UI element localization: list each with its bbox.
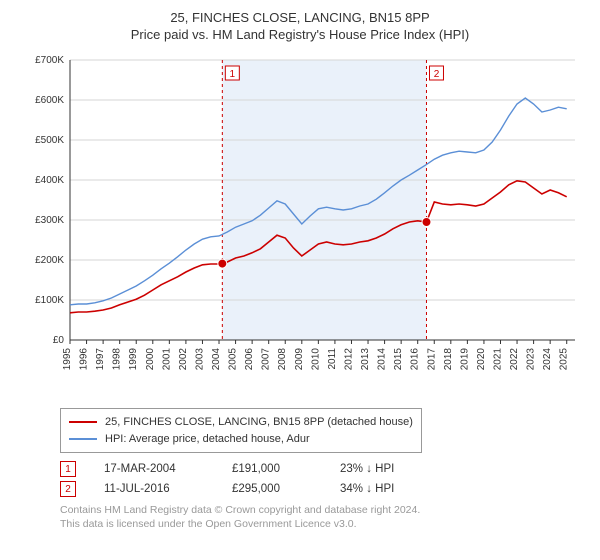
svg-text:2001: 2001 <box>161 348 172 371</box>
chart-area: £0 £100K £200K £300K £400K £500K £600K £700K 199… <box>20 50 580 400</box>
svg-text:2018: 2018 <box>443 348 454 371</box>
svg-text:2000: 2000 <box>145 348 156 371</box>
svg-text:2024: 2024 <box>542 348 553 371</box>
legend-swatch <box>69 438 97 440</box>
sales-row: 1 17-MAR-2004 £191,000 23% ↓ HPI <box>60 461 585 477</box>
svg-text:£700K: £700K <box>35 55 64 66</box>
chart-container: 25, FINCHES CLOSE, LANCING, BN15 8PP Pri… <box>0 0 600 541</box>
svg-text:2016: 2016 <box>410 348 421 371</box>
svg-text:1995: 1995 <box>62 348 73 371</box>
attribution-line: This data is licensed under the Open Gov… <box>60 517 585 531</box>
sale-price: £191,000 <box>232 463 312 475</box>
svg-text:2002: 2002 <box>178 348 189 371</box>
svg-text:2019: 2019 <box>459 348 470 371</box>
svg-text:£100K: £100K <box>35 295 64 306</box>
attribution-line: Contains HM Land Registry data © Crown c… <box>60 503 585 517</box>
sale-date: 17-MAR-2004 <box>104 463 204 475</box>
svg-text:£600K: £600K <box>35 95 64 106</box>
svg-text:2017: 2017 <box>426 348 437 371</box>
svg-text:1996: 1996 <box>79 348 90 371</box>
svg-text:£500K: £500K <box>35 135 64 146</box>
legend-item: HPI: Average price, detached house, Adur <box>69 431 413 448</box>
sale-marker: 1 <box>60 461 76 477</box>
svg-text:2025: 2025 <box>559 348 570 371</box>
svg-text:2: 2 <box>434 69 440 80</box>
svg-text:2006: 2006 <box>244 348 255 371</box>
line-chart-svg: £0 £100K £200K £300K £400K £500K £600K £700K 199… <box>20 50 580 400</box>
legend-swatch <box>69 421 97 423</box>
sale-diff: 34% ↓ HPI <box>340 483 430 495</box>
svg-text:2007: 2007 <box>261 348 272 371</box>
svg-text:2015: 2015 <box>393 348 404 371</box>
attribution: Contains HM Land Registry data © Crown c… <box>60 503 585 531</box>
svg-text:£400K: £400K <box>35 175 64 186</box>
svg-text:2009: 2009 <box>294 348 305 371</box>
svg-text:2012: 2012 <box>343 348 354 371</box>
svg-text:2004: 2004 <box>211 348 222 371</box>
svg-text:2011: 2011 <box>327 348 338 370</box>
svg-text:2020: 2020 <box>476 348 487 371</box>
svg-text:1998: 1998 <box>112 348 123 371</box>
svg-text:£200K: £200K <box>35 255 64 266</box>
sale-date: 11-JUL-2016 <box>104 483 204 495</box>
svg-text:2021: 2021 <box>492 348 503 371</box>
sale-price: £295,000 <box>232 483 312 495</box>
sales-row: 2 11-JUL-2016 £295,000 34% ↓ HPI <box>60 481 585 497</box>
svg-text:2008: 2008 <box>277 348 288 371</box>
sale-diff: 23% ↓ HPI <box>340 463 430 475</box>
svg-text:2014: 2014 <box>377 348 388 371</box>
legend-label: HPI: Average price, detached house, Adur <box>105 431 310 448</box>
sale-marker: 2 <box>60 481 76 497</box>
svg-text:2003: 2003 <box>194 348 205 371</box>
svg-text:2010: 2010 <box>310 348 321 371</box>
svg-text:2022: 2022 <box>509 348 520 371</box>
chart-subtitle: Price paid vs. HM Land Registry's House … <box>15 27 585 42</box>
svg-text:2013: 2013 <box>360 348 371 371</box>
svg-text:1: 1 <box>230 69 236 80</box>
legend: 25, FINCHES CLOSE, LANCING, BN15 8PP (de… <box>60 408 422 453</box>
svg-text:1997: 1997 <box>95 348 106 371</box>
legend-item: 25, FINCHES CLOSE, LANCING, BN15 8PP (de… <box>69 414 413 431</box>
svg-text:£0: £0 <box>53 335 65 346</box>
chart-title: 25, FINCHES CLOSE, LANCING, BN15 8PP <box>15 10 585 25</box>
svg-text:1999: 1999 <box>128 348 139 371</box>
svg-text:2005: 2005 <box>228 348 239 371</box>
legend-label: 25, FINCHES CLOSE, LANCING, BN15 8PP (de… <box>105 414 413 431</box>
svg-text:£300K: £300K <box>35 215 64 226</box>
sales-table: 1 17-MAR-2004 £191,000 23% ↓ HPI 2 11-JU… <box>60 461 585 497</box>
svg-text:2023: 2023 <box>526 348 537 371</box>
